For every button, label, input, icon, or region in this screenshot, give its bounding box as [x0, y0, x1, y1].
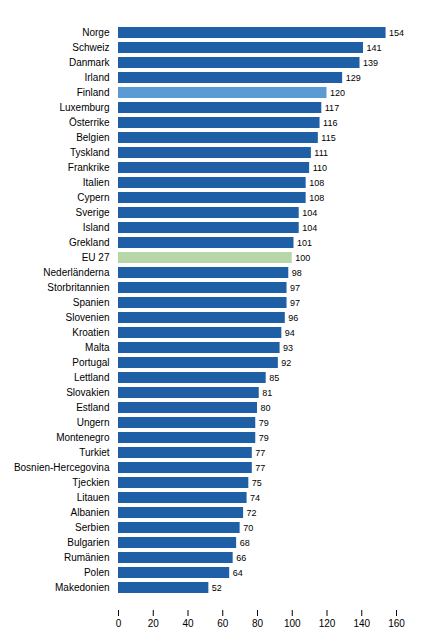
svg-text:Cypern: Cypern	[77, 192, 109, 203]
svg-text:20: 20	[148, 618, 160, 629]
svg-text:80: 80	[261, 403, 271, 413]
svg-text:140: 140	[353, 618, 370, 629]
svg-text:Litauen: Litauen	[77, 492, 110, 503]
svg-text:79: 79	[259, 418, 269, 428]
svg-text:80: 80	[252, 618, 264, 629]
svg-text:Italien: Italien	[83, 177, 110, 188]
svg-text:Bulgarien: Bulgarien	[67, 537, 109, 548]
svg-text:52: 52	[212, 583, 222, 593]
svg-text:Storbritannien: Storbritannien	[47, 282, 109, 293]
svg-text:0: 0	[116, 618, 122, 629]
svg-text:Norge: Norge	[82, 27, 110, 38]
svg-text:94: 94	[285, 328, 295, 338]
svg-text:154: 154	[389, 28, 404, 38]
svg-text:141: 141	[366, 43, 381, 53]
svg-text:Turkiet: Turkiet	[79, 447, 109, 458]
svg-text:68: 68	[240, 538, 250, 548]
svg-text:116: 116	[323, 118, 337, 128]
svg-text:108: 108	[309, 193, 324, 203]
svg-text:77: 77	[255, 448, 265, 458]
svg-text:100: 100	[284, 618, 301, 629]
svg-text:Bosnien-Hercegovina: Bosnien-Hercegovina	[14, 462, 110, 473]
svg-text:117: 117	[325, 103, 339, 113]
svg-text:Slovenien: Slovenien	[66, 312, 110, 323]
svg-text:EU 27: EU 27	[82, 252, 110, 263]
svg-text:93: 93	[283, 343, 293, 353]
svg-text:Österrike: Österrike	[69, 117, 110, 128]
svg-text:Slovakien: Slovakien	[66, 387, 109, 398]
svg-text:Grekland: Grekland	[69, 237, 110, 248]
svg-text:Danmark: Danmark	[69, 57, 111, 68]
svg-text:Sverige: Sverige	[76, 207, 110, 218]
svg-text:98: 98	[292, 268, 302, 278]
svg-text:Tjeckien: Tjeckien	[72, 477, 109, 488]
svg-text:120: 120	[319, 618, 336, 629]
svg-text:Lettland: Lettland	[74, 372, 110, 383]
svg-text:160: 160	[388, 618, 405, 629]
svg-text:60: 60	[217, 618, 229, 629]
svg-text:Polen: Polen	[84, 567, 110, 578]
svg-text:120: 120	[330, 88, 345, 98]
svg-text:Rumänien: Rumänien	[64, 552, 110, 563]
svg-text:Irland: Irland	[84, 72, 109, 83]
svg-text:92: 92	[281, 358, 291, 368]
svg-text:97: 97	[290, 298, 300, 308]
svg-text:Finland: Finland	[77, 87, 110, 98]
svg-text:66: 66	[236, 553, 246, 563]
svg-text:Island: Island	[83, 222, 110, 233]
svg-text:Portugal: Portugal	[72, 357, 109, 368]
svg-text:Spanien: Spanien	[73, 297, 110, 308]
svg-text:115: 115	[321, 133, 335, 143]
svg-text:108: 108	[309, 178, 324, 188]
svg-text:64: 64	[233, 568, 243, 578]
svg-text:110: 110	[313, 163, 327, 173]
svg-text:74: 74	[250, 493, 260, 503]
svg-text:Serbien: Serbien	[75, 522, 109, 533]
svg-text:Estland: Estland	[76, 402, 109, 413]
svg-text:70: 70	[243, 523, 253, 533]
svg-text:Kroatien: Kroatien	[72, 327, 109, 338]
svg-text:Malta: Malta	[85, 342, 110, 353]
svg-text:Schweiz: Schweiz	[72, 42, 109, 53]
svg-text:Luxemburg: Luxemburg	[59, 102, 109, 113]
svg-text:Montenegro: Montenegro	[56, 432, 110, 443]
svg-text:129: 129	[346, 73, 361, 83]
svg-text:Tyskland: Tyskland	[70, 147, 109, 158]
svg-text:Frankrike: Frankrike	[68, 162, 110, 173]
svg-text:104: 104	[302, 223, 317, 233]
svg-text:Nederländerna: Nederländerna	[43, 267, 110, 278]
svg-text:Belgien: Belgien	[76, 132, 109, 143]
svg-text:101: 101	[297, 238, 312, 248]
svg-text:81: 81	[262, 388, 272, 398]
svg-text:75: 75	[252, 478, 262, 488]
svg-text:Ungern: Ungern	[77, 417, 110, 428]
svg-text:40: 40	[182, 618, 194, 629]
svg-text:111: 111	[314, 148, 328, 158]
svg-text:79: 79	[259, 433, 269, 443]
svg-text:85: 85	[269, 373, 279, 383]
svg-text:100: 100	[295, 253, 310, 263]
svg-text:139: 139	[363, 58, 378, 68]
svg-text:77: 77	[255, 463, 265, 473]
svg-text:Albanien: Albanien	[71, 507, 110, 518]
svg-text:104: 104	[302, 208, 317, 218]
svg-text:Makedonien: Makedonien	[55, 582, 109, 593]
svg-text:96: 96	[288, 313, 298, 323]
svg-text:72: 72	[247, 508, 257, 518]
svg-text:97: 97	[290, 283, 300, 293]
